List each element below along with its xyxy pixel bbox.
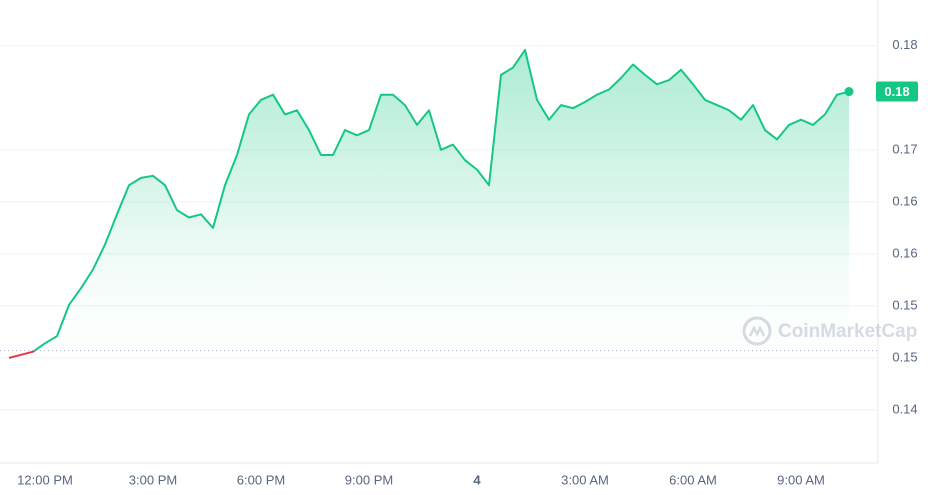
y-tick-label: 0.15 [892,349,917,364]
x-tick-label: 9:00 PM [345,472,393,487]
x-tick-label: 4 [473,472,481,487]
y-tick-label: 0.17 [892,141,917,156]
last-point [844,87,854,97]
price-tag-label: 0.18 [884,84,909,99]
x-tick-label: 3:00 PM [129,472,177,487]
x-tick-label: 6:00 AM [669,472,717,487]
y-tick-label: 0.16 [892,193,917,208]
x-tick-label: 6:00 PM [237,472,285,487]
price-area [9,49,849,351]
y-tick-label: 0.18 [892,37,917,52]
y-tick-label: 0.14 [892,401,917,416]
x-tick-label: 12:00 PM [17,472,73,487]
x-tick-label: 9:00 AM [777,472,825,487]
y-tick-label: 0.16 [892,245,917,260]
x-tick-label: 3:00 AM [561,472,609,487]
price-line [32,48,850,351]
price-tag [876,81,918,102]
y-tick-label: 0.15 [892,297,917,312]
